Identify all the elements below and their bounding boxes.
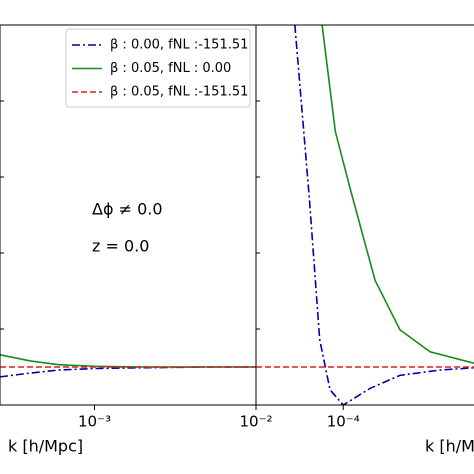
- legend-label: β : 0.00, fNL :-151.51: [110, 38, 248, 53]
- legend-label: β : 0.05, fNL :-151.51: [110, 85, 248, 100]
- x-axis-label: k [h/Mpc]: [8, 437, 83, 456]
- legend-box: [65, 28, 251, 108]
- x-tick-label: 10⁻⁴: [327, 413, 360, 431]
- x-axis-label: k [h/Mpc]: [425, 437, 474, 456]
- x-tick-label: 10⁻²: [239, 413, 272, 431]
- x-tick-label: 10⁻³: [78, 413, 111, 431]
- plot-area: [256, 25, 474, 405]
- legend-label: β : 0.05, fNL : 0.00: [110, 61, 231, 76]
- plot-area: [0, 354, 256, 378]
- annotation: z = 0.0: [92, 237, 149, 256]
- annotation: Δϕ ≠ 0.0: [92, 200, 163, 219]
- series-line: [321, 25, 474, 364]
